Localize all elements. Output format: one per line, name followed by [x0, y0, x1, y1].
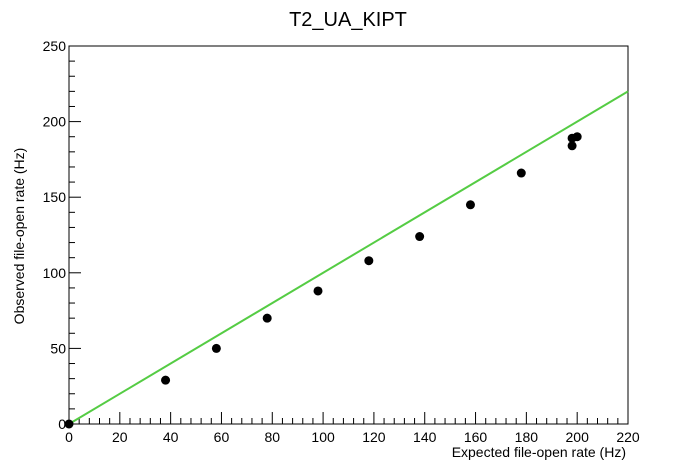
y-tick-label: 0 — [58, 416, 66, 432]
y-tick-label: 150 — [43, 189, 67, 205]
x-tick-label: 120 — [362, 429, 386, 445]
reference-line-segment — [68, 90, 629, 425]
chart-title: T2_UA_KIPT — [289, 9, 407, 31]
data-point — [211, 343, 221, 353]
y-axis-label: Observed file-open rate (Hz) — [11, 148, 27, 325]
x-tick-label: 200 — [566, 429, 590, 445]
data-point — [364, 256, 374, 266]
x-tick-label: 160 — [464, 429, 488, 445]
x-axis-label: Expected file-open rate (Hz) — [452, 444, 626, 460]
reference-line — [68, 90, 629, 425]
x-tick-label: 100 — [311, 429, 335, 445]
x-tick-label: 20 — [112, 429, 128, 445]
x-tick-label: 180 — [515, 429, 539, 445]
data-point — [516, 168, 526, 178]
x-axis: 0 20 40 60 80 100 120 140 160 180 200 220 — [65, 412, 640, 445]
data-point — [313, 286, 323, 296]
data-point — [465, 200, 475, 210]
data-point — [567, 141, 577, 151]
x-tick-label: 40 — [163, 429, 179, 445]
x-tick-label: 220 — [616, 429, 640, 445]
data-point — [64, 419, 74, 429]
data-points — [64, 132, 582, 429]
data-point — [572, 132, 582, 142]
data-point — [262, 313, 272, 323]
x-tick-label: 140 — [413, 429, 437, 445]
y-tick-label: 250 — [43, 38, 67, 54]
x-tick-label: 0 — [65, 429, 73, 445]
y-tick-label: 100 — [43, 265, 67, 281]
y-axis: 0 50 100 150 200 250 — [43, 38, 81, 432]
y-tick-label: 50 — [50, 340, 66, 356]
x-tick-label: 60 — [214, 429, 230, 445]
data-point — [415, 232, 425, 242]
plot-frame — [68, 45, 629, 425]
y-tick-label: 200 — [43, 114, 67, 130]
x-tick-label: 80 — [264, 429, 280, 445]
plot-area-border — [68, 45, 629, 425]
data-point — [161, 375, 171, 385]
